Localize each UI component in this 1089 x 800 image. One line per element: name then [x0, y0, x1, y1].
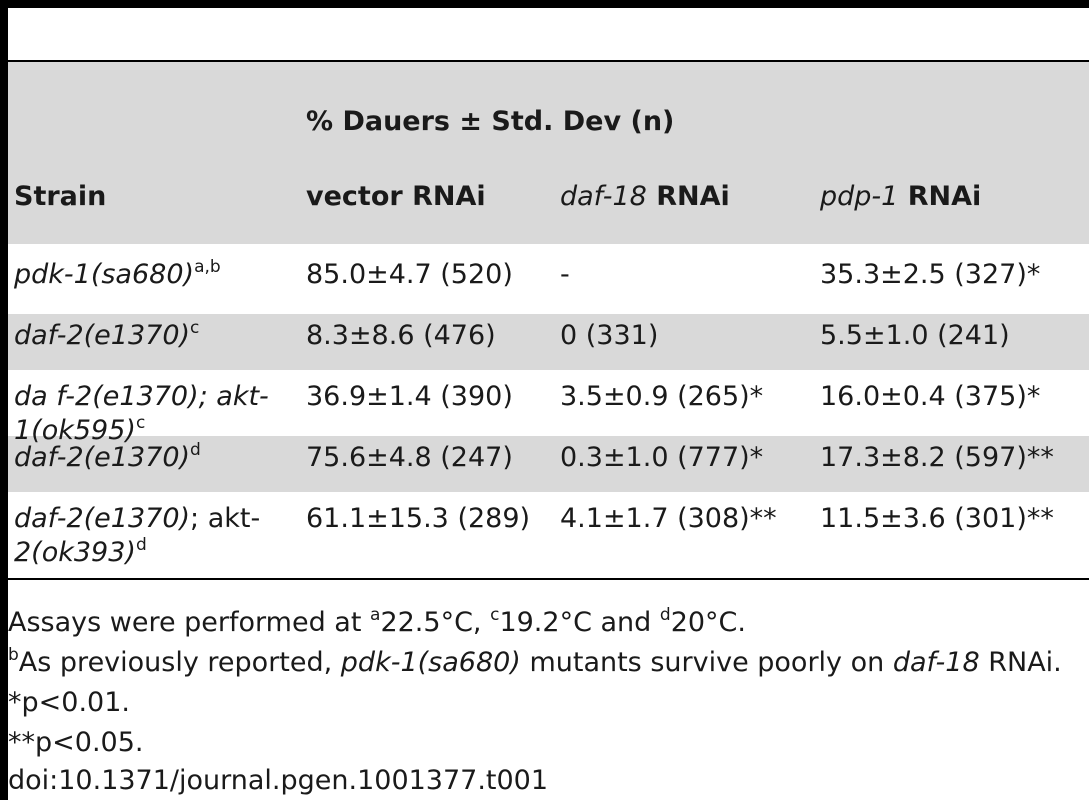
table-row-3-pdp1: 16.0±0.4 (375)* — [820, 381, 1041, 412]
strain-name-cont: 1(ok595) — [14, 415, 136, 446]
strain-sup: a,b — [194, 257, 221, 277]
footnote-text: mutants survive poorly on — [520, 647, 893, 678]
footnote-p001: *p<0.01. — [8, 687, 130, 718]
pdp1-gene: pdp-1 — [820, 181, 899, 212]
table-row-2-pdp1: 5.5±1.0 (241) — [820, 320, 1010, 351]
table-row-5-daf18: 4.1±1.7 (308)** — [560, 503, 777, 534]
header-band — [8, 62, 1089, 244]
daf18-suffix: RNAi — [646, 181, 730, 212]
table-row-4-strain: daf-2(e1370)d — [14, 441, 201, 475]
footnote-text: 22.5°C, — [380, 607, 491, 638]
strain-name-mid: ; akt- — [190, 503, 261, 534]
footnote-text: Assays were performed at — [8, 607, 371, 638]
footnote-assay-temps: Assays were performed at a22.5°C, c19.2°… — [8, 604, 746, 642]
table-bottom-rule — [8, 578, 1089, 580]
strain-sup: d — [135, 535, 147, 555]
strain-sup: c — [135, 413, 146, 433]
column-header-vector: vector RNAi — [306, 181, 486, 212]
table-row-1-pdp1: 35.3±2.5 (327)* — [820, 259, 1041, 290]
footnote-text: 19.2°C and — [499, 607, 660, 638]
strain-name-cont: 2(ok393) — [14, 537, 136, 568]
row-band-3 — [8, 436, 1089, 492]
strain-sup: d — [190, 440, 201, 460]
table-row-5-strain-line1: daf-2(e1370); akt- — [14, 502, 260, 536]
table-top-rule — [8, 60, 1089, 62]
footnote-italic: pdk-1(sa680) — [340, 647, 521, 678]
footnote-text: 20°C. — [670, 607, 746, 638]
column-header-daf18: daf-18 RNAi — [560, 180, 730, 214]
table-row-3-vector: 36.9±1.4 (390) — [306, 381, 513, 412]
footnote-b: bAs previously reported, pdk-1(sa680) mu… — [8, 644, 1062, 682]
strain-name: da f-2(e1370); akt- — [14, 381, 269, 412]
table-row-2-daf18: 0 (331) — [560, 320, 659, 351]
column-header-pdp1: pdp-1 RNAi — [820, 180, 981, 214]
table-row-1-strain: pdk-1(sa680)a,b — [14, 258, 221, 292]
strain-name: daf-2(e1370) — [14, 442, 191, 473]
table-row-4-pdp1: 17.3±8.2 (597)** — [820, 442, 1054, 473]
table-row-1-vector: 85.0±4.7 (520) — [306, 259, 513, 290]
strain-name: daf-2(e1370) — [14, 503, 191, 534]
doi-line: doi:10.1371/journal.pgen.1001377.t001 — [8, 765, 549, 796]
top-border — [0, 0, 1089, 8]
strain-name: pdk-1(sa680) — [14, 259, 195, 290]
table-row-3-strain-line1: da f-2(e1370); akt- — [14, 380, 269, 414]
row-band-1 — [8, 314, 1089, 370]
footnote-italic: daf-18 — [892, 647, 980, 678]
footnote-text: RNAi. — [979, 647, 1062, 678]
footnote-p005: **p<0.05. — [8, 727, 144, 758]
footnote-sup: b — [8, 645, 19, 665]
table-row-4-daf18: 0.3±1.0 (777)* — [560, 442, 764, 473]
table-row-5-strain-line2: 2(ok393)d — [14, 536, 147, 570]
table-row-2-vector: 8.3±8.6 (476) — [306, 320, 496, 351]
table-row-5-pdp1: 11.5±3.6 (301)** — [820, 503, 1054, 534]
group-header: % Dauers ± Std. Dev (n) — [306, 106, 675, 137]
table-row-3-daf18: 3.5±0.9 (265)* — [560, 381, 764, 412]
footnote-text: As previously reported, — [18, 647, 341, 678]
table-row-3-strain-line2: 1(ok595)c — [14, 414, 145, 448]
table-row-5-vector: 61.1±15.3 (289) — [306, 503, 531, 534]
table-row-4-vector: 75.6±4.8 (247) — [306, 442, 513, 473]
footnote-sup: c — [490, 605, 500, 625]
strain-name: daf-2(e1370) — [14, 320, 191, 351]
table-row-2-strain: daf-2(e1370)c — [14, 319, 199, 353]
footnote-sup: d — [659, 605, 671, 625]
left-border — [0, 0, 8, 800]
footnote-sup: a — [370, 605, 381, 625]
pdp1-suffix: RNAi — [898, 181, 982, 212]
daf18-gene: daf-18 — [560, 181, 647, 212]
table-row-1-daf18: - — [560, 259, 570, 290]
column-header-strain: Strain — [14, 181, 107, 212]
strain-sup: c — [190, 318, 200, 338]
